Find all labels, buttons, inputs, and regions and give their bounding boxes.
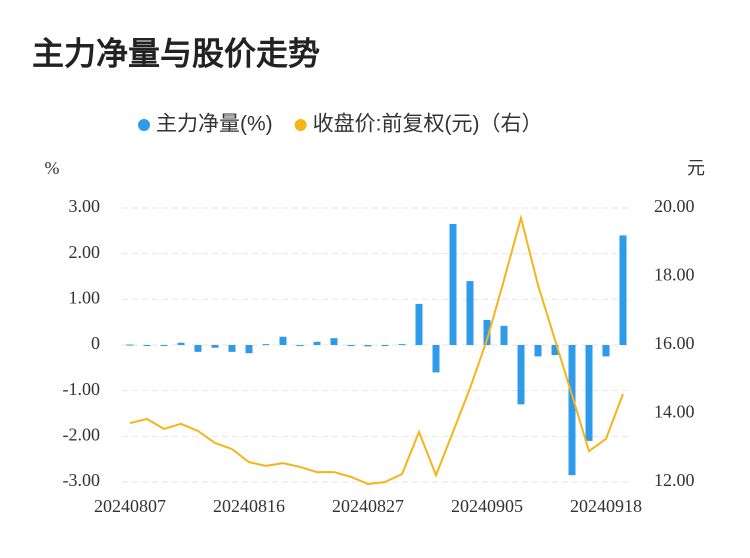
line [129,214,624,486]
bar [619,235,627,345]
bar [296,345,304,346]
bar [466,281,474,345]
y-tick-label: -2.00 [63,424,101,444]
chart-title: 主力净量与股价走势 [32,35,320,71]
y2-tick-label: 16.00 [654,333,695,353]
y-tick-label: 3.00 [69,196,101,216]
bar [364,345,372,347]
bar [143,345,151,346]
legend-marker [294,119,307,131]
bar [194,345,202,352]
y-tick-label: 0 [91,333,100,353]
y-tick-label: 2.00 [69,242,101,262]
bar [483,319,491,345]
bar [245,345,253,354]
bar [347,345,355,346]
bar [415,303,423,345]
y-tick-label: -3.00 [63,470,101,490]
bar [500,325,508,345]
bar [381,345,389,346]
bar [551,345,559,356]
bar [398,344,406,346]
x-tick-label: 20240905 [451,496,523,516]
bar [449,223,457,345]
bar [585,345,593,441]
y2-tick-label: 20.00 [654,196,695,216]
bar [568,345,576,476]
bar [177,342,185,345]
bar [534,345,542,357]
bar [517,345,525,405]
bar [279,336,287,345]
x-tick-label: 20240827 [332,496,404,516]
bar [330,338,338,345]
x-tick-label: 20240918 [570,496,642,516]
bar [228,345,236,352]
y-tick-label: 1.00 [69,287,101,307]
y-axis-label: % [45,158,60,178]
y2-tick-label: 18.00 [654,265,695,285]
legend-marker [138,119,150,131]
bar [313,341,321,345]
bar [211,345,219,348]
x-tick-label: 20240816 [213,496,285,516]
bar [432,345,440,373]
bar [160,345,168,346]
x-tick-label: 20240807 [94,496,166,516]
y2-axis-label: 元 [687,158,705,178]
y2-tick-label: 12.00 [654,470,695,490]
legend-label: 主力净量(%) [156,113,273,136]
y-tick-label: -1.00 [63,379,101,399]
bar [602,345,610,357]
bar [262,344,270,346]
bar [126,344,134,346]
legend-label: 收盘价:前复权(元)（右） [313,113,543,136]
y2-tick-label: 14.00 [654,402,695,422]
